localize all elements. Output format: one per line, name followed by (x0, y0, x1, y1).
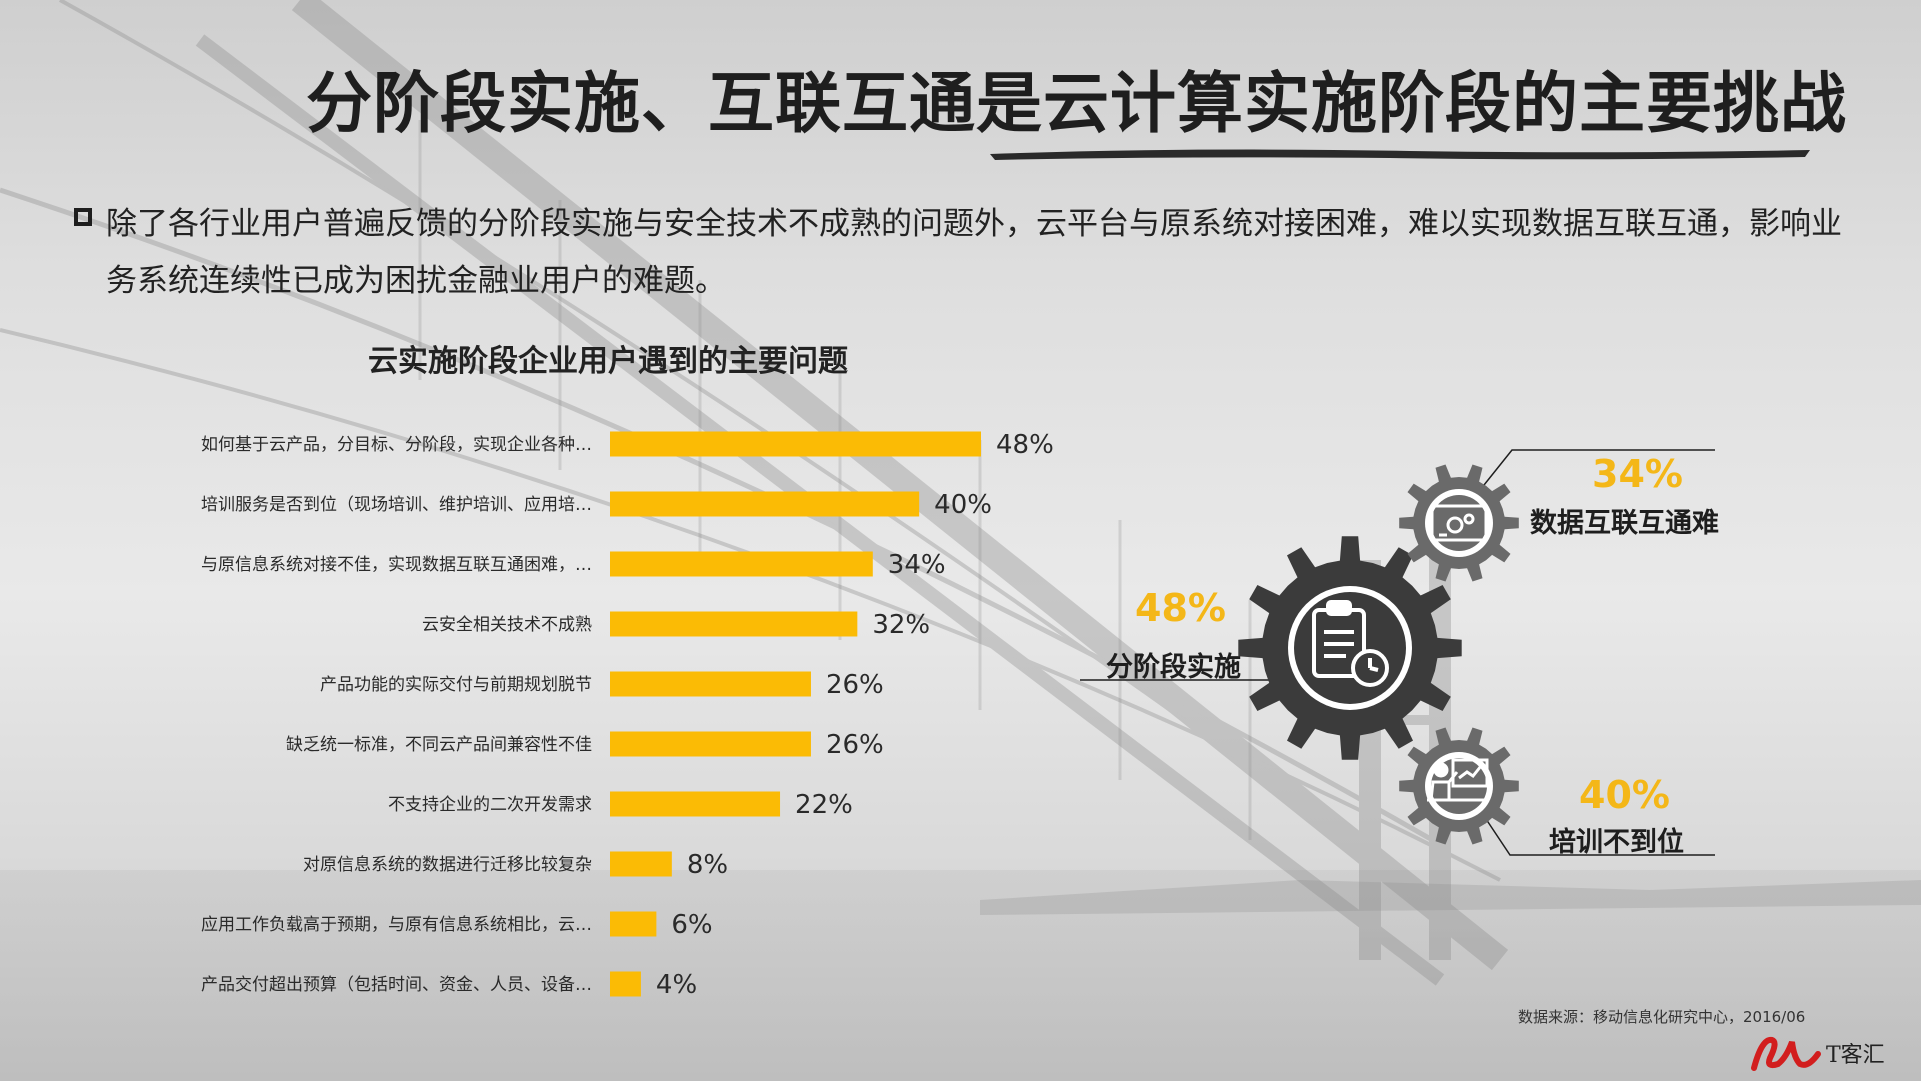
bar-category-label: 产品功能的实际交付与前期规划脱节 (320, 675, 592, 695)
gear-label-interconnect: 数据互联互通难 (1530, 508, 1719, 539)
bar-category-label: 云安全相关技术不成熟 (422, 614, 592, 635)
gear-hub (1431, 495, 1487, 551)
brand-logo: T客汇 (1751, 1036, 1885, 1071)
bar-value-label: 32% (872, 610, 930, 640)
bar-value-label: 40% (934, 490, 992, 520)
bar (610, 971, 641, 997)
presenter-board-icon (1427, 758, 1489, 802)
bar (610, 671, 811, 697)
intro-paragraph: 除了各行业用户普遍反馈的分阶段实施与安全技术不成熟的问题外，云平台与原系统对接困… (106, 206, 1842, 299)
bar (610, 611, 858, 637)
bar (610, 551, 873, 577)
chart-title: 云实施阶段企业用户遇到的主要问题 (368, 344, 848, 379)
bar (610, 491, 920, 517)
bar-value-label: 8% (687, 850, 728, 880)
gear-label-phased: 分阶段实施 (1106, 652, 1241, 683)
bar-category-label: 与原信息系统对接不佳，实现数据互联互通困难，… (201, 555, 592, 575)
bar-category-label: 培训服务是否到位（现场培训、维护培训、应用培… (201, 495, 592, 515)
slide-title: 分阶段实施、互联互通是云计算实施阶段的主要挑战 (306, 65, 1847, 142)
bar (610, 431, 981, 457)
bar (610, 731, 811, 757)
bar-value-label: 26% (826, 670, 884, 700)
bar-value-label: 48% (996, 430, 1054, 460)
bar-category-label: 缺乏统一标准，不同云产品间兼容性不佳 (286, 735, 592, 755)
bar-value-label: 26% (826, 730, 884, 760)
bar-category-label: 不支持企业的二次开发需求 (388, 795, 592, 815)
bar-value-label: 6% (671, 910, 712, 940)
bar (610, 911, 657, 937)
bar-category-label: 如何基于云产品，分目标、分阶段，实现企业各种… (201, 435, 592, 455)
gear-label-training: 培训不到位 (1549, 827, 1684, 858)
bar (610, 851, 672, 877)
bar-value-label: 22% (795, 790, 853, 820)
brush-stroke-divider (990, 149, 1810, 160)
bullet-square-icon (74, 208, 92, 226)
gear-small-top (1399, 464, 1519, 582)
logo-text: T客汇 (1826, 1043, 1885, 1068)
monitor-gears-icon (1430, 504, 1488, 542)
clipboard-clock-icon (1312, 600, 1389, 687)
gear-pct-training: 40% (1579, 773, 1670, 817)
gear-large (1238, 536, 1462, 760)
gear-pct-phased: 48% (1135, 586, 1226, 630)
bar-category-label: 应用工作负载高于预期，与原有信息系统相比，云… (201, 915, 592, 935)
bar-value-label: 4% (656, 970, 697, 1000)
bar-category-label: 产品交付超出预算（包括时间、资金、人员、设备… (201, 975, 592, 995)
bar-category-label: 对原信息系统的数据进行迁移比较复杂 (303, 855, 592, 875)
bar-value-label: 34% (888, 550, 946, 580)
gear-pct-interconnect: 34% (1592, 452, 1683, 496)
data-source-note: 数据来源：移动信息化研究中心，2016/06 (1518, 1008, 1806, 1026)
bar (610, 791, 781, 817)
